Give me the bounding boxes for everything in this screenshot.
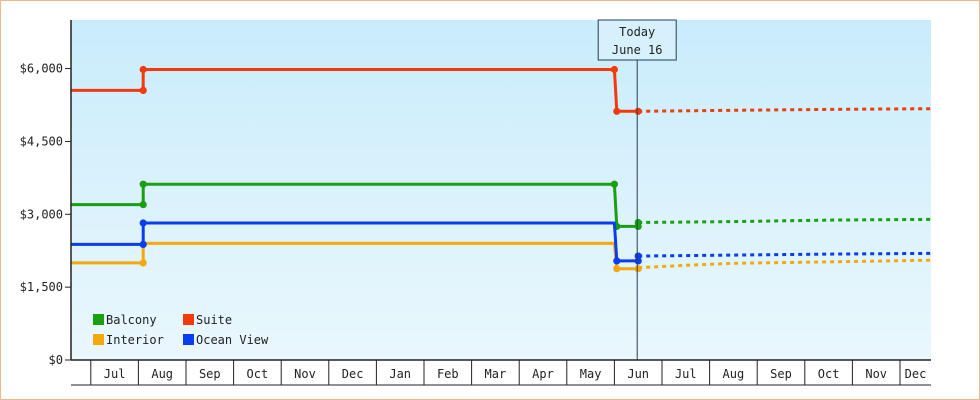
y-tick-label: $1,500 xyxy=(20,280,63,294)
data-point-ocean-view xyxy=(613,257,621,265)
data-point-ocean-view xyxy=(634,252,642,260)
x-tick-label: Nov xyxy=(865,367,887,381)
x-tick-label: Sep xyxy=(770,367,792,381)
x-tick-label: Sep xyxy=(199,367,221,381)
legend-label-suite: Suite xyxy=(196,313,232,327)
y-tick-label: $4,500 xyxy=(20,134,63,148)
today-callout xyxy=(597,19,677,61)
y-tick-label: $3,000 xyxy=(20,207,63,221)
x-tick-label: Jul xyxy=(104,367,126,381)
legend-label-ocean-view: Ocean View xyxy=(196,333,269,347)
legend-swatch-interior xyxy=(93,334,104,345)
data-point-suite xyxy=(63,87,70,94)
data-point-ocean-view xyxy=(63,241,70,248)
data-point-ocean-view xyxy=(139,219,147,227)
data-point-suite xyxy=(613,107,621,115)
x-tick-label: Oct xyxy=(818,367,840,381)
legend-swatch-balcony xyxy=(93,314,104,325)
x-tick-label: Nov xyxy=(294,367,316,381)
x-tick-label: Apr xyxy=(532,367,554,381)
data-point-balcony xyxy=(634,218,642,227)
plot-background xyxy=(71,20,931,360)
data-point-ocean-view xyxy=(139,240,147,248)
data-point-balcony xyxy=(610,180,619,188)
legend-swatch-ocean-view xyxy=(183,334,194,345)
x-tick-label: Jun xyxy=(627,367,649,381)
today-label: Today xyxy=(619,25,655,39)
x-tick-label: Jul xyxy=(675,367,697,381)
data-point-interior xyxy=(613,265,621,273)
x-tick-label: Aug xyxy=(723,367,745,381)
y-tick-label: $0 xyxy=(49,353,63,367)
today-date: June 16 xyxy=(612,43,663,57)
x-tick-label: Jan xyxy=(389,367,411,381)
x-tick-label: Oct xyxy=(247,367,269,381)
data-point-balcony xyxy=(63,201,70,208)
x-tick-label: Dec xyxy=(342,367,364,381)
x-tick-label: Feb xyxy=(437,367,459,381)
legend-swatch-suite xyxy=(183,314,194,325)
data-point-balcony xyxy=(139,201,147,209)
y-tick-label: $6,000 xyxy=(20,62,63,76)
data-point-suite xyxy=(139,65,147,74)
legend-label-balcony: Balcony xyxy=(106,313,157,327)
x-tick-label: Mar xyxy=(485,367,507,381)
data-point-suite xyxy=(610,65,619,74)
legend-label-interior: Interior xyxy=(106,333,164,347)
data-point-interior xyxy=(63,259,70,266)
data-point-interior xyxy=(139,259,147,267)
x-tick-label: May xyxy=(580,367,602,381)
x-tick-label: Aug xyxy=(151,367,173,381)
data-point-suite xyxy=(139,86,147,94)
x-tick-label: Dec xyxy=(905,367,927,381)
data-point-suite xyxy=(634,107,642,115)
data-point-interior xyxy=(634,265,642,273)
data-point-balcony xyxy=(139,180,147,188)
